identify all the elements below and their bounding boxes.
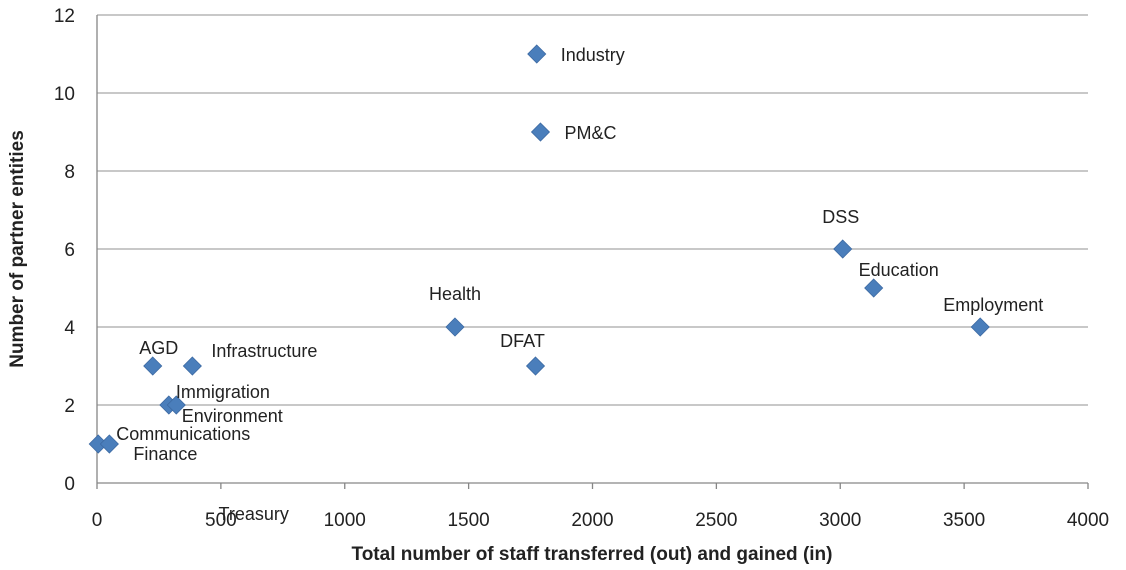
point-label-health: Health	[429, 284, 481, 304]
point-label-treasury: Treasury	[219, 504, 289, 524]
y-axis-title: Number of partner entities	[7, 130, 28, 368]
data-points	[88, 44, 990, 454]
x-tick-label-1000: 1000	[324, 510, 366, 531]
point-education	[864, 278, 884, 298]
point-label-communications: Communications	[116, 424, 250, 444]
point-infrastructure	[182, 356, 202, 376]
point-finance	[99, 434, 119, 454]
point-label-environment: Environment	[182, 406, 283, 426]
x-tick-label-2000: 2000	[571, 510, 613, 531]
point-label-immigration: Immigration	[176, 382, 270, 402]
point-label-employment: Employment	[943, 295, 1043, 315]
y-tick-label-4: 4	[64, 318, 75, 339]
point-employment	[970, 317, 990, 337]
point-label-pm-c: PM&C	[564, 123, 616, 143]
x-tick-label-4000: 4000	[1067, 510, 1109, 531]
point-health	[445, 317, 465, 337]
point-pm-c	[530, 122, 551, 142]
x-tick-label-3500: 3500	[943, 510, 985, 531]
point-environment	[166, 395, 186, 415]
x-tick-label-3000: 3000	[819, 510, 861, 531]
point-label-dfat: DFAT	[500, 331, 545, 351]
x-tick-labels: 0 500 1000 1500 2000 2500 3000 3500 4000	[92, 510, 1109, 531]
x-tick-label-0: 0	[92, 510, 103, 531]
point-label-education: Education	[859, 260, 939, 280]
y-tick-labels: 0 2 4 6 8 10 12	[54, 6, 76, 495]
x-tick-label-2500: 2500	[695, 510, 737, 531]
point-label-dss: DSS	[822, 207, 859, 227]
y-tick-label-12: 12	[54, 6, 75, 27]
y-tick-label-8: 8	[64, 162, 75, 183]
gridlines	[97, 14, 1088, 406]
y-tick-label-6: 6	[64, 240, 75, 261]
point-agd	[143, 356, 163, 376]
point-label-finance: Finance	[133, 444, 197, 464]
axes	[96, 15, 1089, 489]
x-tick-label-500: 500	[205, 510, 237, 531]
point-label-infrastructure: Infrastructure	[211, 341, 317, 361]
y-tick-label-10: 10	[54, 84, 75, 105]
point-dss	[833, 239, 853, 259]
point-label-industry: Industry	[561, 45, 625, 65]
point-industry	[527, 44, 547, 64]
y-tick-label-2: 2	[64, 396, 75, 417]
point-dfat	[525, 356, 546, 376]
point-label-agd: AGD	[139, 338, 178, 358]
x-axis-title: Total number of staff transferred (out) …	[352, 544, 833, 565]
x-tick-label-1500: 1500	[447, 510, 489, 531]
y-tick-label-0: 0	[64, 474, 75, 495]
